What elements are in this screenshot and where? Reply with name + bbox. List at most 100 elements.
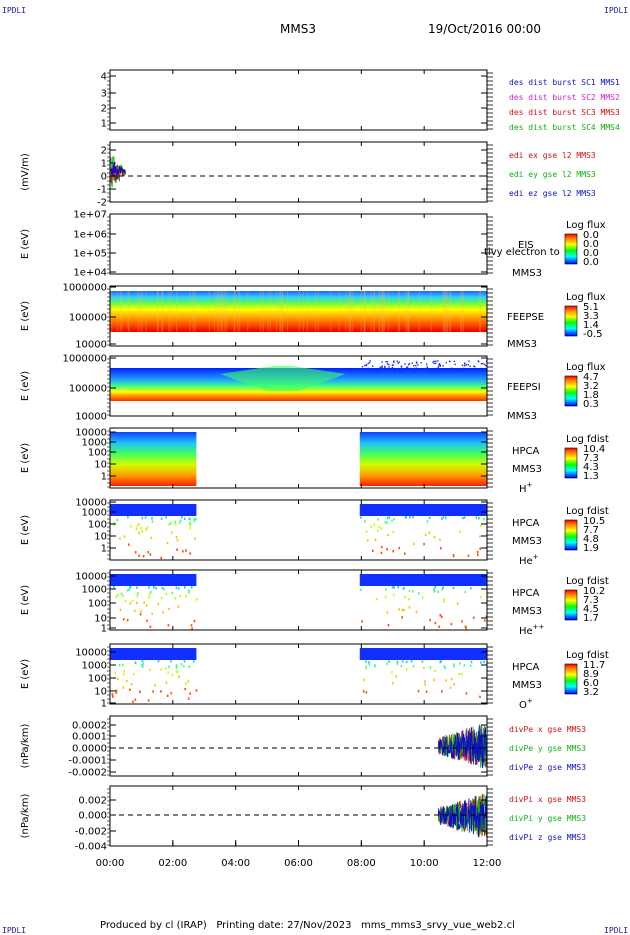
hpca-speck xyxy=(450,677,453,681)
hpca-speck xyxy=(136,594,139,598)
feepsi-speck xyxy=(406,366,409,368)
spacecraft-name: MMS3 xyxy=(507,411,537,422)
feepse-streak xyxy=(330,291,332,332)
feepse-streak xyxy=(364,291,366,332)
hpca-speck xyxy=(164,667,167,670)
feepsi-speck xyxy=(369,371,371,373)
spacecraft-name: MMS3 xyxy=(512,268,542,279)
instrument-name: HPCA xyxy=(512,446,540,457)
feepsi-speck xyxy=(439,364,441,366)
ytick-label: 100 xyxy=(88,599,107,610)
feepsi-speck xyxy=(400,365,403,367)
feepsi-speck xyxy=(473,365,475,367)
panel-frame xyxy=(109,141,488,203)
hpca-speck xyxy=(142,555,145,558)
ytick-label: 1e+05 xyxy=(73,249,107,260)
colorbar-label: 6.0 xyxy=(583,678,599,689)
hpca-speck xyxy=(365,660,367,663)
feepsi-speck xyxy=(415,361,418,363)
hpca-speck xyxy=(372,549,374,552)
colorbar xyxy=(564,447,578,479)
feepse-streak xyxy=(384,291,386,332)
feepse-streak xyxy=(378,291,380,332)
corner-label-top-right: IPDLI xyxy=(604,6,629,15)
time-axis: 00:00 02:00 04:00 06:00 08:00 10:00 12:00 xyxy=(96,70,501,869)
feepse-streak xyxy=(444,291,446,332)
ytick-label: -0.004 xyxy=(75,842,107,853)
yaxis-label: (nPa/km) xyxy=(20,794,31,839)
feepsi-speck xyxy=(485,364,487,367)
hpca-speck xyxy=(193,660,195,663)
hpca-speck xyxy=(193,619,196,623)
hpca-speck xyxy=(465,692,468,695)
hpca-speck xyxy=(386,516,389,520)
feepsi-speck xyxy=(370,370,372,372)
feepsi-speck xyxy=(441,369,444,371)
colorbar-label: 10.2 xyxy=(583,586,605,597)
feepsi-speck xyxy=(382,368,384,370)
feepse-streak xyxy=(363,291,365,332)
feepse-streak xyxy=(224,291,226,332)
feepsi-speck xyxy=(448,369,450,371)
hpca-speck xyxy=(467,554,470,557)
colorbar-title: Log flux xyxy=(566,292,606,303)
feepse-streak xyxy=(225,291,228,332)
hpca-speck xyxy=(174,523,177,526)
feepsi-speck xyxy=(428,371,431,373)
hpca-speck xyxy=(142,662,145,665)
hpca-speck xyxy=(437,590,439,594)
feepsi-speck xyxy=(434,370,436,372)
species-label: He+ xyxy=(519,553,539,567)
ytick-label: 10000 xyxy=(75,340,107,351)
hpca-speck xyxy=(365,665,368,668)
hpca-speck xyxy=(147,699,150,702)
hpca-speck xyxy=(403,609,405,612)
hpca-speck xyxy=(412,516,414,519)
hpca-speck xyxy=(137,592,139,595)
hpca-speck xyxy=(167,624,170,627)
feepsi-speck xyxy=(445,362,447,364)
ytick-label: 1000000 xyxy=(62,354,107,365)
feepsi-speck xyxy=(392,368,395,371)
feepsi-speck xyxy=(457,370,460,372)
feepse-streak xyxy=(279,291,281,332)
colorbar-label: 1.8 xyxy=(583,390,599,401)
feepsi-speck xyxy=(402,370,405,372)
hpca-speck xyxy=(168,523,170,526)
feepse-streak xyxy=(460,291,462,332)
hpca-speck xyxy=(397,586,400,589)
feepsi-speck xyxy=(386,361,389,363)
feepsi-speck xyxy=(483,363,486,366)
colorbar-label: 0.0 xyxy=(583,230,599,241)
hpca-band-2 xyxy=(359,648,487,660)
species-label: H+ xyxy=(519,481,533,495)
ytick-label: 10000 xyxy=(75,498,107,509)
colorbar-label: 0.0 xyxy=(583,239,599,250)
hpca-speck xyxy=(439,661,442,664)
feepsi-speck xyxy=(437,360,439,362)
feepsi-speck xyxy=(398,361,401,363)
hpca-speck xyxy=(179,594,182,598)
hpca-speck xyxy=(434,586,437,589)
feepsi-speck xyxy=(426,363,428,366)
hpca-speck xyxy=(433,678,435,682)
feepsi-speck xyxy=(420,362,422,364)
feepsi-speck xyxy=(433,360,435,363)
hpca-speck xyxy=(465,626,467,630)
feepsi-speck xyxy=(368,361,371,364)
feepsi-speck xyxy=(448,370,451,373)
hpca-speck xyxy=(149,553,152,556)
hpca-band-1 xyxy=(110,504,197,516)
hpca-speck xyxy=(459,530,461,533)
spacecraft-name: MMS3 xyxy=(507,339,537,350)
feepse-streak xyxy=(275,291,277,332)
hpca-speck xyxy=(396,660,399,664)
colorbar-title: Log fdist xyxy=(566,506,609,517)
hpca-speck xyxy=(365,667,367,670)
ytick-label: 100000 xyxy=(69,384,107,395)
hpca-speck xyxy=(195,598,198,601)
feepse-streak xyxy=(408,291,410,332)
